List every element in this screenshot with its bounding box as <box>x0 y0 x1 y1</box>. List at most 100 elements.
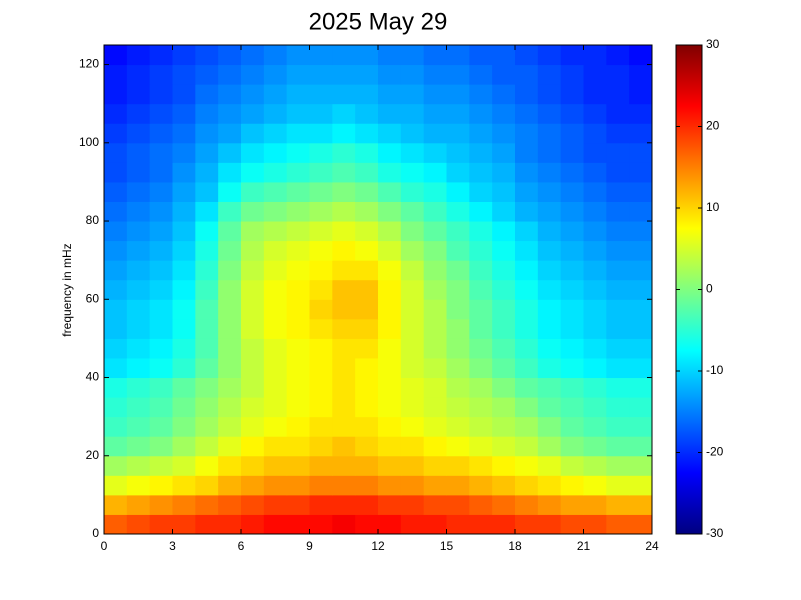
heatmap-cell <box>629 514 653 535</box>
heatmap-cell <box>241 436 265 457</box>
heatmap-cell <box>629 299 653 320</box>
heatmap-cell <box>560 162 584 183</box>
heatmap-cell <box>126 279 151 300</box>
heatmap-cell <box>172 260 196 281</box>
x-tick-label: 6 <box>238 539 245 553</box>
y-tick-label: 0 <box>92 526 99 540</box>
heatmap-cell <box>309 299 333 320</box>
heatmap-cell <box>629 64 653 85</box>
x-tick-label: 18 <box>508 539 522 553</box>
y-tick-label: 40 <box>86 370 100 384</box>
heatmap-cell <box>537 103 562 124</box>
heatmap-cell <box>126 494 151 515</box>
heatmap-cell <box>560 416 584 437</box>
heatmap-cell <box>400 221 425 242</box>
heatmap-cell <box>126 357 151 379</box>
heatmap-cell <box>195 162 219 183</box>
heatmap-cell <box>492 260 516 281</box>
heatmap-cell <box>378 142 402 163</box>
heatmap-cell <box>149 162 173 183</box>
heatmap-cell <box>446 64 470 85</box>
heatmap-cell <box>332 436 356 457</box>
heatmap-cell <box>378 162 402 183</box>
heatmap-cell <box>606 338 630 359</box>
heatmap-cell <box>606 103 630 124</box>
heatmap-cell <box>583 103 607 124</box>
heatmap-cell <box>332 299 356 320</box>
heatmap-cell <box>149 475 173 496</box>
heatmap-cell <box>149 514 173 535</box>
heatmap-cell <box>286 377 310 398</box>
heatmap-cell <box>583 338 607 359</box>
heatmap-cell <box>629 377 653 398</box>
heatmap-cell <box>332 397 356 418</box>
heatmap-cell <box>400 201 425 222</box>
heatmap-cell <box>241 397 265 418</box>
heatmap-cell <box>172 123 196 144</box>
heatmap-cell <box>309 45 333 66</box>
heatmap-cell <box>263 357 288 379</box>
heatmap-cell <box>560 123 584 144</box>
heatmap-cell <box>560 103 584 124</box>
y-tick-label: 60 <box>86 291 100 305</box>
heatmap-cell <box>149 357 173 379</box>
heatmap-cell <box>286 397 310 418</box>
heatmap-cell <box>355 279 379 300</box>
heatmap-cell <box>172 279 196 300</box>
x-tick-label: 0 <box>101 539 108 553</box>
heatmap-cell <box>492 338 516 359</box>
colorbar-tick-label: -30 <box>706 526 724 540</box>
heatmap-cell <box>286 103 310 124</box>
heatmap-cell <box>126 103 151 124</box>
heatmap-cell <box>355 201 379 222</box>
y-tick-label: 20 <box>86 448 100 462</box>
heatmap-cell <box>515 514 539 535</box>
heatmap-cell <box>515 475 539 496</box>
heatmap-cell <box>263 377 288 398</box>
heatmap-cell <box>606 514 630 535</box>
heatmap-cell <box>172 338 196 359</box>
heatmap-cell <box>195 181 219 202</box>
heatmap-cell <box>263 494 288 515</box>
heatmap-cell <box>172 299 196 320</box>
heatmap-cell <box>263 397 288 418</box>
heatmap-cell <box>400 240 425 261</box>
heatmap-cell <box>263 181 288 202</box>
heatmap-cell <box>515 397 539 418</box>
heatmap-cell <box>629 162 653 183</box>
heatmap-cell <box>446 181 470 202</box>
heatmap-cell <box>583 475 607 496</box>
heatmap-cell <box>332 84 356 105</box>
heatmap-cell <box>423 221 447 242</box>
heatmap-cell <box>309 240 333 261</box>
heatmap-cell <box>400 181 425 202</box>
heatmap-cell <box>446 455 470 476</box>
heatmap-cell <box>492 142 516 163</box>
colorbar-tick-label: 20 <box>706 119 720 133</box>
heatmap-cell <box>606 416 630 437</box>
heatmap-cell <box>583 279 607 300</box>
heatmap-cell <box>241 162 265 183</box>
heatmap-cell <box>241 181 265 202</box>
heatmap-cell <box>126 338 151 359</box>
heatmap-cell <box>355 103 379 124</box>
heatmap-cell <box>492 397 516 418</box>
heatmap-cell <box>423 318 447 339</box>
heatmap-cell <box>218 181 242 202</box>
heatmap-cell <box>241 475 265 496</box>
heatmap-cell <box>104 377 128 398</box>
heatmap-cell <box>309 514 333 535</box>
heatmap-cell <box>560 201 584 222</box>
heatmap-cell <box>446 416 470 437</box>
heatmap-cell <box>378 338 402 359</box>
heatmap-cell <box>263 201 288 222</box>
heatmap-cell <box>126 397 151 418</box>
heatmap-cell <box>606 455 630 476</box>
heatmap-cell <box>446 260 470 281</box>
heatmap-cell <box>400 455 425 476</box>
heatmap-cell <box>104 416 128 437</box>
heatmap-cell <box>515 181 539 202</box>
heatmap-cell <box>104 436 128 457</box>
heatmap-cell <box>606 240 630 261</box>
